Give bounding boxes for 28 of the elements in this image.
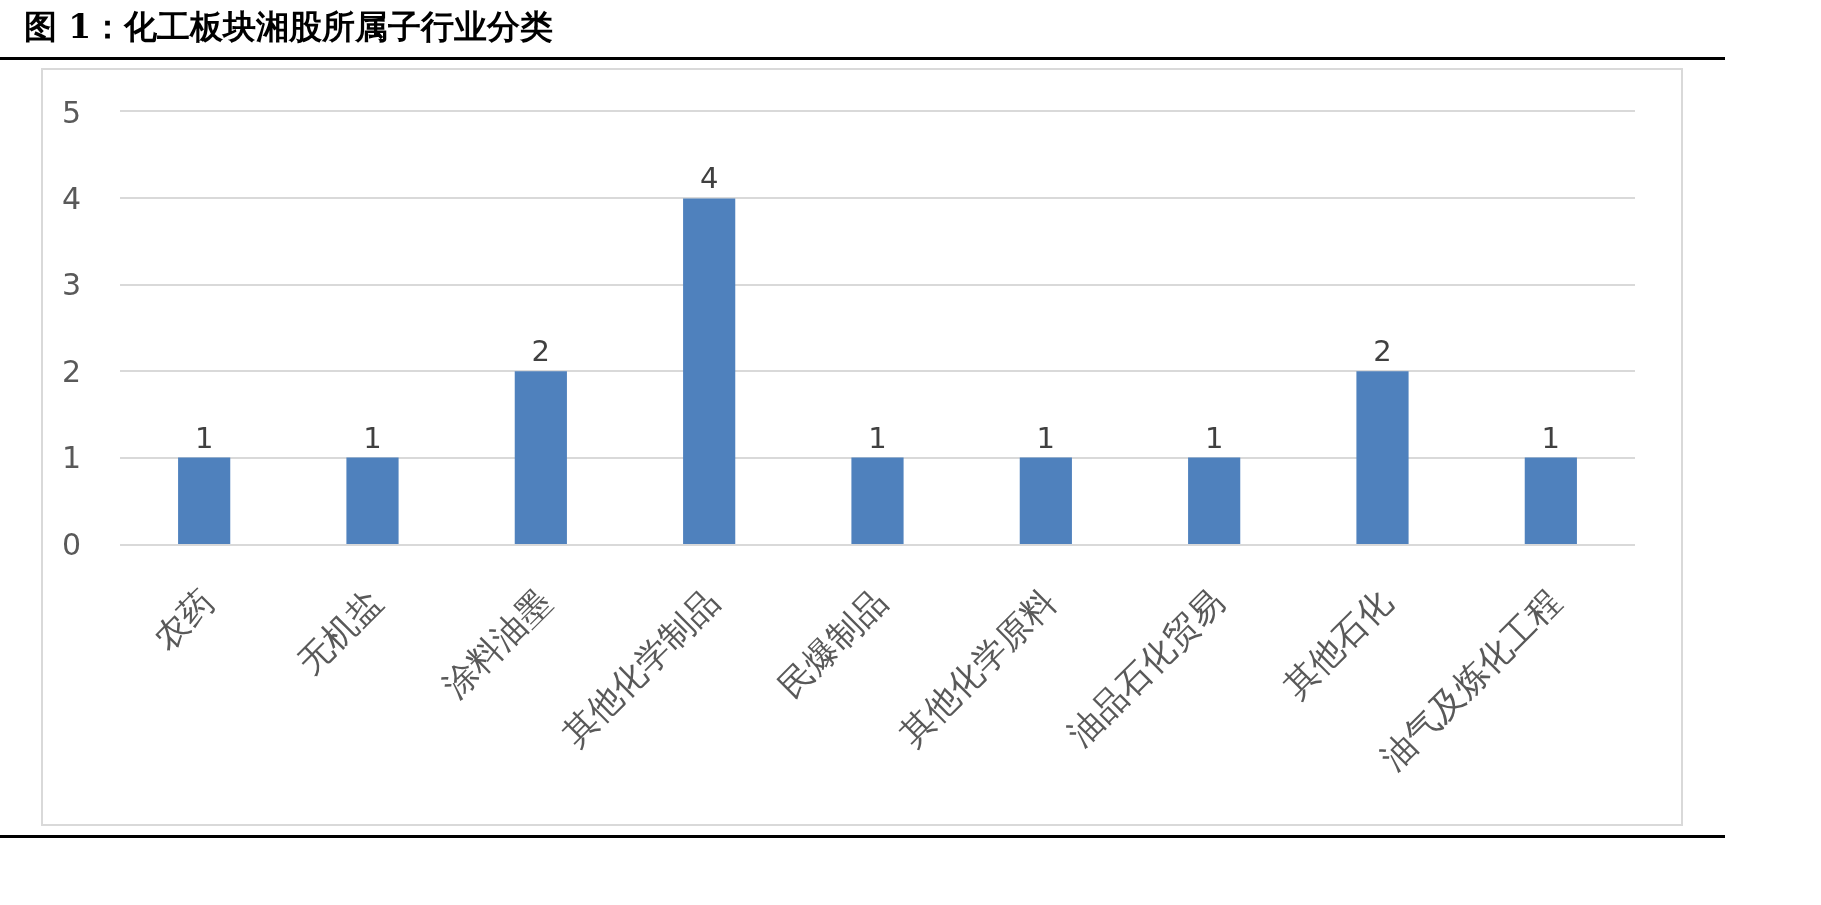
data-label: 1 [194, 420, 214, 455]
bar [514, 371, 567, 544]
data-label: 1 [1204, 420, 1224, 455]
y-tick-label: 3 [61, 267, 81, 303]
y-tick-label: 0 [61, 526, 81, 562]
bar [851, 457, 904, 544]
bar [1356, 371, 1409, 544]
data-label: 1 [1541, 420, 1561, 455]
bar [1188, 457, 1241, 544]
y-tick-label: 1 [61, 440, 81, 476]
y-tick-label: 5 [61, 94, 81, 130]
data-label: 4 [699, 161, 719, 196]
data-label: 1 [868, 420, 887, 455]
chart-title: 图 1：化工板块湘股所属子行业分类 [23, 6, 554, 46]
bar [1019, 457, 1072, 544]
data-label: 2 [1373, 334, 1392, 369]
bar [178, 457, 231, 544]
x-tick-label: 无机盐 [289, 581, 391, 682]
bar [1524, 457, 1577, 544]
bar [683, 198, 736, 544]
y-tick-label: 4 [61, 180, 81, 216]
data-label: 2 [531, 334, 551, 369]
data-label: 1 [1036, 420, 1056, 455]
x-tick-label: 农药 [145, 581, 222, 658]
bar [346, 457, 399, 544]
y-tick-label: 2 [61, 353, 81, 389]
data-label: 1 [363, 420, 382, 455]
x-tick-label: 其他石化 [1275, 581, 1401, 706]
